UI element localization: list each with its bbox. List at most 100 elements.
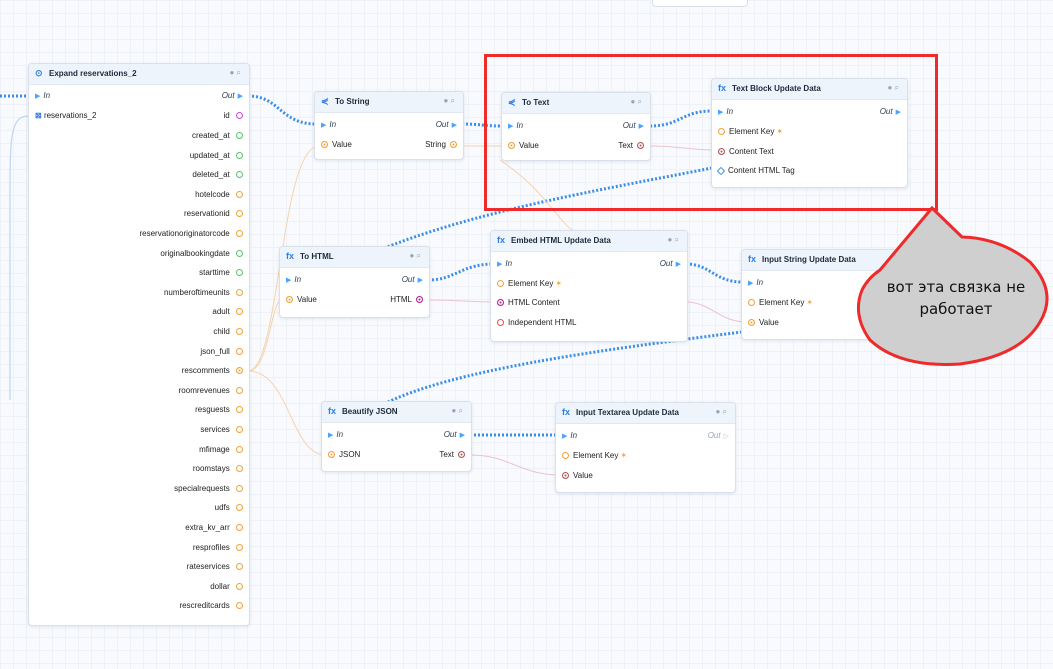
info-icon[interactable]: ● ⌕ <box>887 83 899 92</box>
input-port[interactable]: JSON <box>328 449 360 461</box>
port-roomrevenues[interactable] <box>236 386 243 394</box>
flow-in-port[interactable]: ▶ In <box>718 107 734 116</box>
port-originalbookingdate[interactable] <box>236 249 243 257</box>
flow-in-port[interactable]: ▶ In <box>286 275 302 284</box>
field-output[interactable]: created_at <box>192 130 243 142</box>
node-to-html[interactable]: fx To HTML ● ⌕ ▶ In Out ▶ Value HTML <box>279 246 430 318</box>
info-icon[interactable]: ● ⌕ <box>630 97 642 106</box>
field-output[interactable]: reservationoriginatorcode <box>139 228 243 240</box>
node-text-block-update[interactable]: fx Text Block Update Data ● ⌕ ▶ In Out ▶ E… <box>711 78 908 188</box>
field-output[interactable]: id <box>224 110 243 122</box>
flow-out-port[interactable]: Out ▶ <box>443 430 465 439</box>
flow-in-port[interactable]: ▶ In <box>328 430 344 439</box>
port-specialrequests[interactable] <box>236 484 243 492</box>
output-port[interactable]: HTML <box>390 294 423 306</box>
port-dollar[interactable] <box>236 582 243 590</box>
field-output[interactable]: mfimage <box>199 444 243 456</box>
node-header[interactable]: ⋞ To Text ● ⌕ <box>502 93 650 114</box>
node-to-text[interactable]: ⋞ To Text ● ⌕ ▶ In Out ▶ Value Text <box>501 92 651 161</box>
field-output[interactable]: deleted_at <box>192 169 243 181</box>
node-beautify-json[interactable]: fx Beautify JSON ● ⌕ ▶ In Out ▶ JSON Text <box>321 401 472 472</box>
port-id[interactable] <box>236 112 243 119</box>
field-output[interactable]: resguests <box>195 404 243 416</box>
field-output[interactable]: rateservices <box>187 561 243 573</box>
port-updated_at[interactable] <box>236 151 243 159</box>
input-port[interactable]: Value <box>562 470 593 482</box>
port-rescreditcards[interactable] <box>236 602 243 610</box>
node-input-textarea-update[interactable]: fx Input Textarea Update Data ● ⌕ ▶ In Ou… <box>555 402 736 493</box>
input-port[interactable]: Value <box>321 139 352 151</box>
node-header[interactable]: fx Beautify JSON ● ⌕ <box>322 402 471 423</box>
port-resguests[interactable] <box>236 406 243 414</box>
port-reservationid[interactable] <box>236 210 243 218</box>
node-header[interactable]: fx To HTML ● ⌕ <box>280 247 429 268</box>
info-icon[interactable]: ● ⌕ <box>443 96 455 105</box>
input-port[interactable]: Content Text <box>718 146 774 158</box>
port-udfs[interactable] <box>236 504 243 512</box>
field-output[interactable]: starttime <box>199 267 243 279</box>
flow-out-port[interactable]: Out ▶ <box>622 121 644 130</box>
node-header[interactable]: ⋞ To String ● ⌕ <box>315 92 463 113</box>
node-expand-reservations[interactable]: ⊙ Expand reservations_2 ● ⌕ ▶ In Out ▶ ⊠ r… <box>28 63 250 626</box>
flow-in-port[interactable]: ▶ In <box>562 431 578 440</box>
info-icon[interactable]: ● ⌕ <box>229 68 241 77</box>
port-extra_kv_arr[interactable] <box>236 524 243 531</box>
field-output[interactable]: hotelcode <box>195 189 243 201</box>
field-output[interactable]: numberoftimeunits <box>164 287 243 299</box>
flow-in-port[interactable]: ▶ In <box>508 121 524 130</box>
input-port[interactable]: Independent HTML <box>497 317 577 329</box>
port-adult[interactable] <box>236 308 243 316</box>
node-header[interactable]: fx Embed HTML Update Data ● ⌕ <box>491 231 687 252</box>
port-child[interactable] <box>236 328 243 335</box>
input-port[interactable]: HTML Content <box>497 297 560 309</box>
info-icon[interactable]: ● ⌕ <box>667 235 679 244</box>
flow-in-port[interactable]: ▶ In <box>497 259 513 268</box>
field-output[interactable]: services <box>200 424 243 436</box>
port-hotelcode[interactable] <box>236 190 243 198</box>
node-header[interactable]: ⊙ Expand reservations_2 ● ⌕ <box>29 64 249 85</box>
flow-in-port[interactable]: ▶ In <box>748 278 764 287</box>
node-header[interactable]: fx Input Textarea Update Data ● ⌕ <box>556 403 735 424</box>
input-port[interactable]: Value <box>508 140 539 152</box>
field-output[interactable]: roomstays <box>193 463 243 475</box>
node-to-string[interactable]: ⋞ To String ● ⌕ ▶ In Out ▶ Value String <box>314 91 464 160</box>
flow-in-port[interactable]: ▶ In <box>321 120 337 129</box>
flow-out-port[interactable]: Out ▶ <box>221 91 243 100</box>
field-output[interactable]: resprofiles <box>193 542 243 554</box>
port-json_full[interactable] <box>236 347 243 355</box>
field-output[interactable]: extra_kv_arr <box>185 522 243 534</box>
input-port[interactable]: Element Key ✶ <box>748 297 813 309</box>
node-header[interactable]: fx Input String Update Data <box>742 250 942 271</box>
output-port[interactable]: Text <box>618 140 644 152</box>
port-deleted_at[interactable] <box>236 171 243 179</box>
input-port[interactable]: Element Key ✶ <box>562 450 627 462</box>
port-resprofiles[interactable] <box>236 543 243 551</box>
port-mfimage[interactable] <box>236 445 243 453</box>
port-created_at[interactable] <box>236 132 243 139</box>
info-icon[interactable]: ● ⌕ <box>409 251 421 260</box>
port-numberoftimeunits[interactable] <box>236 288 243 296</box>
field-output[interactable]: dollar <box>210 581 243 593</box>
flow-out-port[interactable]: Out ▶ <box>659 259 681 268</box>
flow-out-port[interactable]: Out ▶ <box>435 120 457 129</box>
output-port[interactable]: Text <box>439 449 465 461</box>
field-output[interactable]: originalbookingdate <box>160 248 243 260</box>
input-port[interactable]: Value <box>748 317 779 329</box>
field-output[interactable]: json_full <box>200 346 243 358</box>
port-services[interactable] <box>236 426 243 433</box>
field-output[interactable]: rescomments <box>182 365 243 377</box>
node-header[interactable]: fx Text Block Update Data ● ⌕ <box>712 79 907 100</box>
info-icon[interactable]: ● ⌕ <box>451 406 463 415</box>
port-rescomments[interactable] <box>236 367 243 375</box>
port-roomstays[interactable] <box>236 465 243 473</box>
flow-out-port[interactable]: Out ▷ <box>707 431 729 440</box>
input-port[interactable]: Content HTML Tag <box>716 165 795 177</box>
info-icon[interactable]: ● ⌕ <box>715 407 727 416</box>
field-output[interactable]: child <box>213 326 243 338</box>
field-output[interactable]: rescreditcards <box>180 600 243 612</box>
flow-out-port[interactable]: Out ▶ <box>879 107 901 116</box>
port-reservationoriginatorcode[interactable] <box>236 230 243 237</box>
field-output[interactable]: specialrequests <box>174 483 243 495</box>
port-rateservices[interactable] <box>236 563 243 571</box>
input-port[interactable]: Value <box>286 294 317 306</box>
